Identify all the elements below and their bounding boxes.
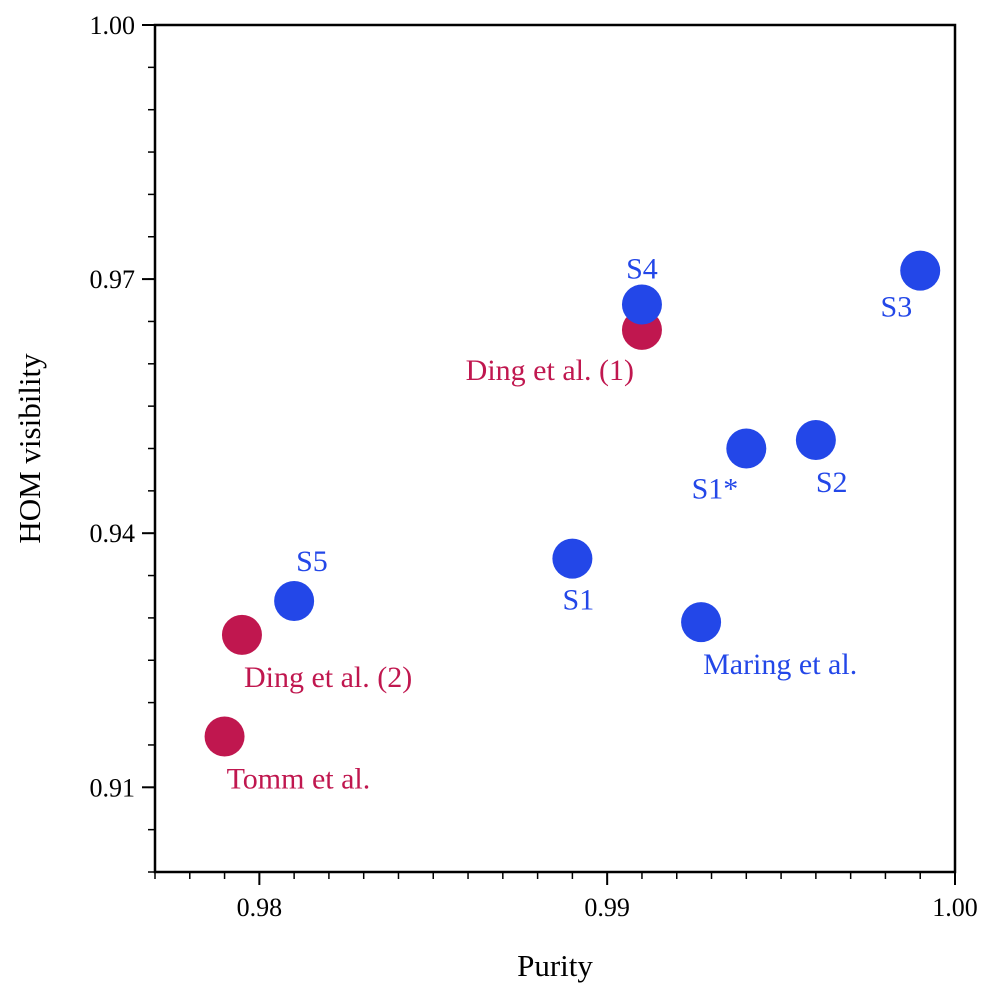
minor-ticks [148, 24, 956, 879]
point-label: Tomm et al. [227, 762, 371, 795]
x-tick-label: 0.98 [237, 893, 283, 922]
point-label: Maring et al. [703, 648, 857, 681]
data-points [204, 250, 941, 757]
data-point [552, 538, 593, 579]
x-tick-label: 1.00 [932, 893, 978, 922]
data-point [621, 284, 662, 325]
point-label: Ding et al. (2) [244, 661, 412, 694]
point-label: S1 [563, 584, 595, 617]
x-tick-label: 0.99 [584, 893, 630, 922]
tick-labels: 0.98 0.99 1.00 0.91 0.94 0.97 1.00 [90, 11, 978, 922]
data-point [204, 716, 245, 757]
y-tick-label: 1.00 [90, 11, 136, 40]
y-tick-label: 0.94 [90, 519, 136, 548]
major-ticks [142, 24, 956, 885]
y-axis-title: HOM visibility [12, 353, 47, 544]
data-point [726, 428, 767, 469]
y-tick-label: 0.91 [90, 773, 136, 802]
data-point [274, 580, 315, 621]
point-label: S3 [881, 291, 913, 324]
data-point [681, 602, 722, 643]
point-label: S1* [692, 473, 739, 506]
data-point [795, 420, 836, 461]
y-tick-label: 0.97 [90, 265, 136, 294]
point-label: S2 [816, 466, 848, 499]
data-point [900, 250, 941, 291]
data-point [221, 614, 262, 655]
point-label: S5 [296, 545, 328, 578]
x-axis-title: Purity [517, 948, 593, 983]
point-labels: Ding et al. (1) Ding et al. (2) Tomm et al… [227, 253, 913, 796]
point-label: S4 [626, 253, 658, 286]
point-label: Ding et al. (1) [466, 354, 634, 387]
plot-frame [153, 23, 957, 874]
